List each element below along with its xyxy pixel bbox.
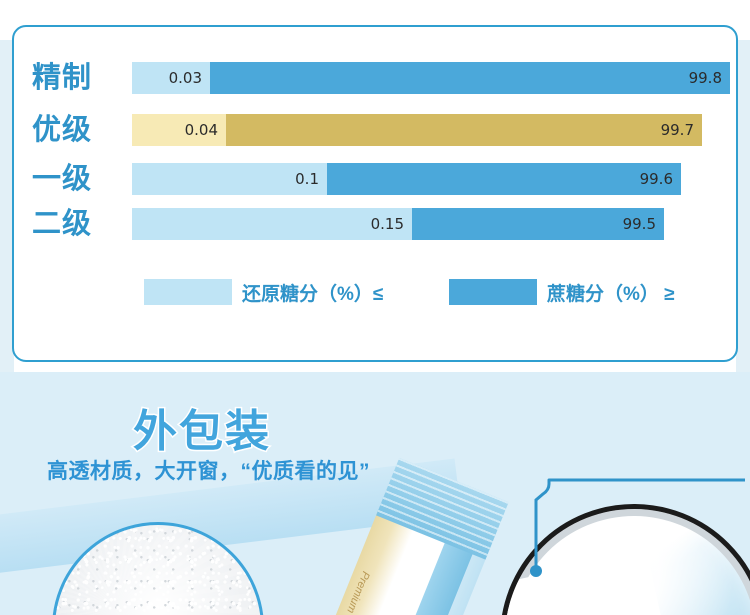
sugar-grain-texture [55,525,261,615]
bar-segment-reducing-sugar-1: 0.04 [132,114,226,146]
bar-value-sucrose-2: 99.6 [639,170,673,188]
bar-label-grade-0: 精制 [32,62,93,94]
bar-value-sucrose-0: 99.8 [688,69,722,87]
package-face-behind-lens [505,551,679,615]
bar-segment-sucrose-0: 99.8 [210,62,730,94]
legend-label-reducing-sugar: 还原糖分（%）≤ [242,283,384,305]
chart-region: 精制 0.03 99.8 优级 0.04 [0,25,750,372]
bar-segment-sucrose-1: 99.7 [226,114,702,146]
right-gutter-strip [736,40,750,372]
bar-segment-sucrose-3: 99.5 [412,208,664,240]
bar-segment-reducing-sugar-3: 0.15 [132,208,412,240]
legend-item-sucrose: 蔗糖分（%） ≥ [449,275,675,309]
promo-section-subtitle: 高透材质，大开窗，“优质看的见” [47,460,370,483]
bar-segment-reducing-sugar-0: 0.03 [132,62,210,94]
bar-value-sucrose-3: 99.5 [622,215,656,233]
legend-item-reducing-sugar: 还原糖分（%）≤ [144,275,383,309]
bar-label-grade-1: 优级 [32,114,93,146]
table-row: 一级 0.1 99.6 [14,160,736,198]
legend-swatch-reducing-sugar [144,279,232,305]
bar-value-reducing-sugar-3: 0.15 [370,215,404,233]
legend-label-sucrose: 蔗糖分（%） ≥ [547,283,675,305]
magnifier-lens-graphic [500,504,750,615]
bar-label-grade-2: 一级 [32,163,93,195]
legend-swatch-sucrose [449,279,537,305]
bar-value-reducing-sugar-1: 0.04 [184,121,218,139]
chart-legend: 还原糖分（%）≤ 蔗糖分（%） ≥ [14,275,736,309]
sugar-crystals-photo [52,522,264,615]
table-row: 优级 0.04 99.7 [14,111,736,149]
bar-label-grade-3: 二级 [32,208,93,240]
bar-value-reducing-sugar-2: 0.1 [295,170,319,188]
bar-value-reducing-sugar-0: 0.03 [168,69,202,87]
table-row: 精制 0.03 99.8 [14,59,736,97]
left-gutter-strip [0,40,14,372]
promo-section-title: 外包装 [132,406,271,458]
packaging-promo-section: 外包装 高透材质，大开窗，“优质看的见” Premium [0,372,750,615]
bar-segment-reducing-sugar-2: 0.1 [132,163,327,195]
bar-value-sucrose-1: 99.7 [660,121,694,139]
table-row: 二级 0.15 99.5 [14,205,736,243]
bar-segment-sucrose-2: 99.6 [327,163,681,195]
sugar-grade-chart-card: 精制 0.03 99.8 优级 0.04 [12,25,738,362]
